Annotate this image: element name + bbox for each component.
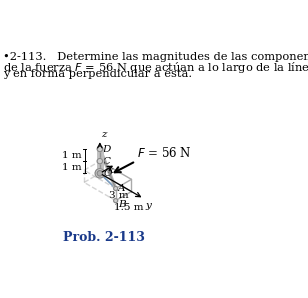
Text: B: B [118,200,125,209]
Text: y en forma perpendicular a ésta.: y en forma perpendicular a ésta. [3,68,192,79]
Circle shape [114,187,118,190]
Circle shape [114,198,118,203]
Text: O: O [103,170,112,179]
Text: $F$ = 56 N: $F$ = 56 N [137,147,192,161]
Text: D: D [103,145,111,154]
Circle shape [97,170,103,176]
Text: de la fuerza $F$ = 56 N que actúan a lo largo de la línea $AO$: de la fuerza $F$ = 56 N que actúan a lo … [3,60,308,75]
Circle shape [97,159,103,164]
Text: x: x [108,166,114,175]
Text: •2-113.   Determine las magnitudes de las componentes: •2-113. Determine las magnitudes de las … [3,52,308,62]
Circle shape [97,146,103,152]
Circle shape [95,169,105,178]
Text: z: z [101,130,107,139]
Text: 1 m: 1 m [62,163,82,172]
Text: C: C [103,157,111,166]
Text: 3 m: 3 m [109,190,129,199]
Text: 1.5 m: 1.5 m [114,203,144,212]
Text: Prob. 2-113: Prob. 2-113 [63,231,145,244]
Text: y: y [145,201,151,210]
Text: 1 m: 1 m [62,150,82,159]
Text: A: A [118,184,125,193]
